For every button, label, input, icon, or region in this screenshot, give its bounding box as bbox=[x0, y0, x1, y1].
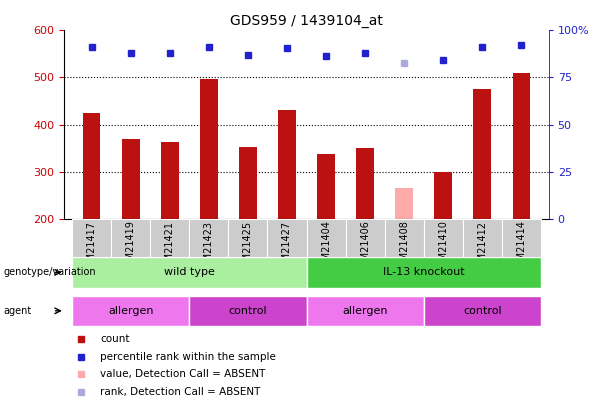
Bar bbox=[424, 219, 463, 257]
Bar bbox=[463, 219, 502, 257]
Text: GSM21408: GSM21408 bbox=[399, 221, 409, 273]
Bar bbox=[111, 219, 150, 257]
Bar bbox=[229, 219, 267, 257]
Bar bbox=[346, 219, 384, 257]
Text: allergen: allergen bbox=[108, 306, 153, 316]
Bar bbox=[239, 147, 257, 219]
Text: percentile rank within the sample: percentile rank within the sample bbox=[101, 352, 276, 362]
Bar bbox=[306, 296, 424, 326]
Text: wild type: wild type bbox=[164, 267, 215, 277]
Bar bbox=[122, 139, 140, 219]
Text: GSM21412: GSM21412 bbox=[478, 221, 487, 274]
Text: GSM21419: GSM21419 bbox=[126, 221, 135, 273]
Bar bbox=[150, 219, 189, 257]
Text: value, Detection Call = ABSENT: value, Detection Call = ABSENT bbox=[101, 369, 265, 379]
Bar bbox=[318, 154, 335, 219]
Text: GSM21417: GSM21417 bbox=[86, 221, 97, 274]
Text: GSM21404: GSM21404 bbox=[321, 221, 331, 273]
Text: control: control bbox=[463, 306, 501, 316]
Bar bbox=[72, 219, 111, 257]
Text: GSM21423: GSM21423 bbox=[204, 221, 214, 274]
Bar bbox=[512, 73, 530, 219]
Text: GSM21406: GSM21406 bbox=[360, 221, 370, 273]
Text: GSM21425: GSM21425 bbox=[243, 221, 253, 274]
Text: control: control bbox=[229, 306, 267, 316]
Bar bbox=[83, 113, 101, 219]
Bar bbox=[189, 219, 229, 257]
Bar bbox=[161, 143, 178, 219]
Text: IL-13 knockout: IL-13 knockout bbox=[383, 267, 465, 277]
Text: count: count bbox=[101, 334, 130, 344]
Bar bbox=[189, 296, 306, 326]
Text: GSM21410: GSM21410 bbox=[438, 221, 448, 273]
Bar bbox=[72, 257, 306, 288]
Bar bbox=[502, 219, 541, 257]
Text: agent: agent bbox=[3, 306, 31, 316]
Text: genotype/variation: genotype/variation bbox=[3, 267, 96, 277]
Bar bbox=[278, 111, 295, 219]
Bar bbox=[306, 257, 541, 288]
Text: allergen: allergen bbox=[342, 306, 388, 316]
Text: GSM21414: GSM21414 bbox=[516, 221, 527, 273]
Bar bbox=[200, 79, 218, 219]
Bar bbox=[306, 219, 346, 257]
Bar bbox=[267, 219, 306, 257]
Bar bbox=[384, 219, 424, 257]
Bar bbox=[424, 296, 541, 326]
Bar bbox=[72, 296, 189, 326]
Text: GSM21421: GSM21421 bbox=[165, 221, 175, 274]
Bar bbox=[356, 148, 374, 219]
Bar bbox=[473, 89, 491, 219]
Bar bbox=[395, 188, 413, 219]
Title: GDS959 / 1439104_at: GDS959 / 1439104_at bbox=[230, 14, 383, 28]
Text: rank, Detection Call = ABSENT: rank, Detection Call = ABSENT bbox=[101, 387, 261, 397]
Text: GSM21427: GSM21427 bbox=[282, 221, 292, 274]
Bar bbox=[435, 172, 452, 219]
